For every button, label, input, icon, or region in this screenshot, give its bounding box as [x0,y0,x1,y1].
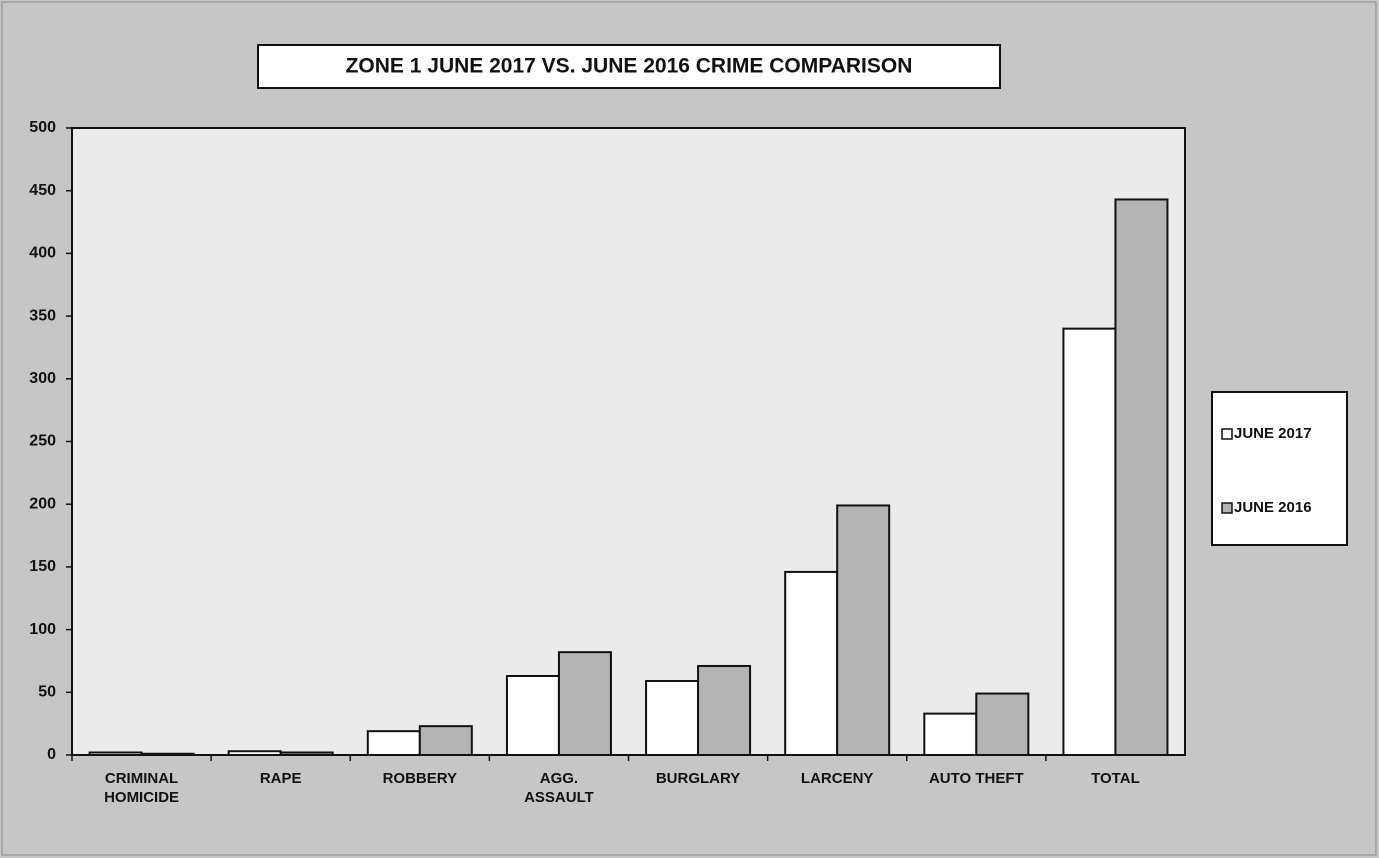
y-tick-label: 450 [29,182,56,199]
bar [645,680,700,756]
bar [418,725,473,757]
y-tick-label: 500 [29,119,56,136]
legend-box [1211,391,1348,546]
bar [505,674,560,756]
y-tick-label: 300 [29,370,56,387]
bar [836,504,891,757]
legend-swatch [1221,428,1233,440]
x-tick-label: CRIMINAL HOMICIDE [104,770,180,806]
bar [557,651,612,756]
legend-label: JUNE 2016 [1234,499,1312,516]
x-tick-label: AGG. ASSAULT [524,770,594,806]
bar [697,664,752,756]
x-tick-label: AUTO THEFT [928,770,1024,787]
x-tick-label: TOTAL [1091,770,1140,787]
bar [366,730,421,757]
x-tick-label: ROBBERY [382,770,458,787]
y-tick-label: 250 [29,433,56,450]
y-tick-label: 100 [29,621,56,638]
bar [923,712,978,756]
x-tick-label: RAPE [259,770,302,787]
legend-swatch [1221,502,1233,514]
y-tick-label: 50 [38,684,56,701]
chart-title: ZONE 1 JUNE 2017 VS. JUNE 2016 CRIME COM… [346,55,913,78]
y-tick-label: 150 [29,558,56,575]
legend-label: JUNE 2017 [1234,425,1312,442]
y-tick-label: 0 [47,746,56,763]
y-tick-label: 200 [29,495,56,512]
x-tick-label: BURGLARY [655,770,741,787]
bar [1062,327,1117,756]
bar [1114,198,1169,756]
bar [975,692,1030,757]
title-box [257,44,1001,89]
plot-area [71,127,1186,756]
bar [784,570,839,757]
y-tick-label: 400 [29,245,56,262]
y-tick-label: 350 [29,307,56,324]
x-tick-label: LARCENY [800,770,874,787]
